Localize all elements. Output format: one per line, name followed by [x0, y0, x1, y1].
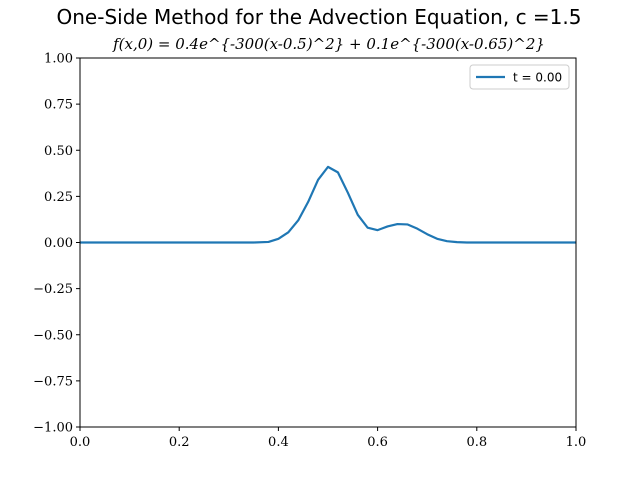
plot-area	[79, 57, 577, 428]
y-tick-label: 0.50	[44, 144, 73, 159]
legend-label: t = 0.00	[513, 71, 562, 85]
x-tick-label: 0.4	[268, 435, 289, 450]
y-tick-label: 0.00	[44, 236, 73, 251]
y-tick-label: −0.25	[33, 282, 73, 297]
y-tick-label: 1.00	[44, 52, 73, 67]
x-tick-label: 0.8	[466, 435, 487, 450]
y-tick-label: 0.75	[44, 98, 73, 113]
x-tick-label: 0.6	[367, 435, 388, 450]
chart-title: One-Side Method for the Advection Equati…	[57, 5, 582, 29]
x-tick-label: 0.2	[169, 435, 190, 450]
y-tick-label: −0.75	[33, 374, 73, 389]
x-tick-label: 0.0	[70, 435, 91, 450]
y-tick-label: −1.00	[33, 421, 73, 436]
y-tick-label: −0.50	[33, 328, 73, 343]
y-tick-label: 0.25	[44, 190, 73, 205]
legend-box	[469, 64, 570, 90]
legend: t = 0.00	[469, 64, 570, 90]
chart-subtitle: f(x,0) = 0.4e^{-300(x-0.5)^2} + 0.1e^{-3…	[112, 35, 545, 53]
series-line-0	[80, 165, 576, 244]
axis-ticks: 0.0 0.2 0.4 0.6 0.8 1.0 −1.00 −0.75 −0.50 −0.25 0.…	[33, 52, 586, 451]
x-tick-label: 1.0	[566, 435, 587, 450]
